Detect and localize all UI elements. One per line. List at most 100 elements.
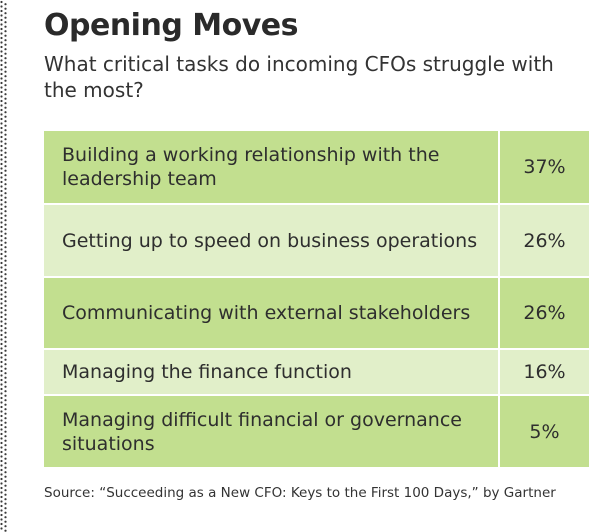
border-dot [0,63,3,67]
border-dot [4,417,7,420]
border-dot [4,192,7,195]
border-dot [0,504,3,508]
border-dot [0,230,3,233]
border-dot [0,158,3,161]
border-dot [0,221,3,224]
table-row: Communicating with external stakeholders… [44,278,589,350]
border-dot [0,144,3,148]
border-dot [4,381,7,384]
border-dot [0,257,3,260]
border-dot [0,527,3,530]
border-dot [4,435,7,438]
border-dot [4,367,7,370]
border-dot [4,169,7,172]
border-dot [0,320,3,323]
border-dot [0,131,3,134]
row-label: Communicating with external stakeholders [44,278,500,348]
border-dot [4,210,7,213]
border-dot [4,196,7,199]
border-dot [4,345,7,348]
border-dot [4,237,7,240]
border-dot [0,50,3,53]
border-dot [0,360,3,364]
border-dot [4,264,7,267]
border-dot [4,363,7,366]
border-dot [0,68,3,71]
border-dot [0,468,3,472]
border-dot [4,516,7,519]
border-dot [0,455,3,458]
border-dot [0,464,3,467]
border-dot [0,329,3,332]
border-dot [0,185,3,188]
border-dot [0,99,3,103]
border-dot [4,34,7,37]
border-dot [4,7,7,10]
border-dot [4,174,7,177]
border-dot [4,151,7,154]
border-dot [0,500,3,503]
border-dot [4,93,7,96]
border-dot [0,288,3,292]
border-dot [0,72,3,76]
border-dot [4,403,7,406]
border-dot [0,432,3,436]
border-dot [4,120,7,123]
border-dot [0,513,3,517]
border-dot [0,104,3,107]
border-dot [4,493,7,496]
chart-title: Opening Moves [44,8,298,43]
border-dot [4,318,7,321]
border-dot [4,75,7,78]
border-dot [4,124,7,127]
border-dot [0,446,3,449]
border-dot [0,279,3,283]
border-dot [4,286,7,289]
chart-subtitle: What critical tasks do incoming CFOs str… [44,52,554,102]
border-dot [4,250,7,253]
border-dot [4,25,7,28]
border-dot [4,259,7,262]
border-dot [4,480,7,483]
border-dot [4,471,7,474]
border-dot [4,448,7,451]
border-dot [4,358,7,361]
border-dot [0,23,3,26]
border-dot [0,266,3,269]
border-dot [4,102,7,105]
border-dot [0,59,3,62]
border-dot [4,223,7,226]
border-dot [0,270,3,274]
border-dot [0,189,3,193]
border-dot [0,392,3,395]
border-dot [4,277,7,280]
border-dot [4,385,7,388]
row-label: Managing difficult financial or governan… [44,396,500,467]
border-dot [4,394,7,397]
border-dot [0,338,3,341]
border-dot [4,61,7,64]
border-dot [4,232,7,235]
border-dot [4,507,7,510]
border-dot [4,97,7,100]
border-dot [4,255,7,258]
border-dot [4,498,7,501]
border-dot [0,284,3,287]
dotted-border [0,0,8,532]
border-dot [0,153,3,157]
row-value: 37% [500,131,589,203]
row-value: 5% [500,396,589,467]
border-dot [0,351,3,355]
border-dot [4,273,7,276]
border-dot [4,160,7,163]
border-dot [0,243,3,247]
border-dot [4,349,7,352]
border-dot [4,16,7,19]
border-dot [0,248,3,251]
border-dot [0,252,3,256]
border-dot [0,9,3,13]
row-value: 26% [500,205,589,276]
border-dot [4,520,7,523]
border-dot [0,356,3,359]
border-dot [0,203,3,206]
